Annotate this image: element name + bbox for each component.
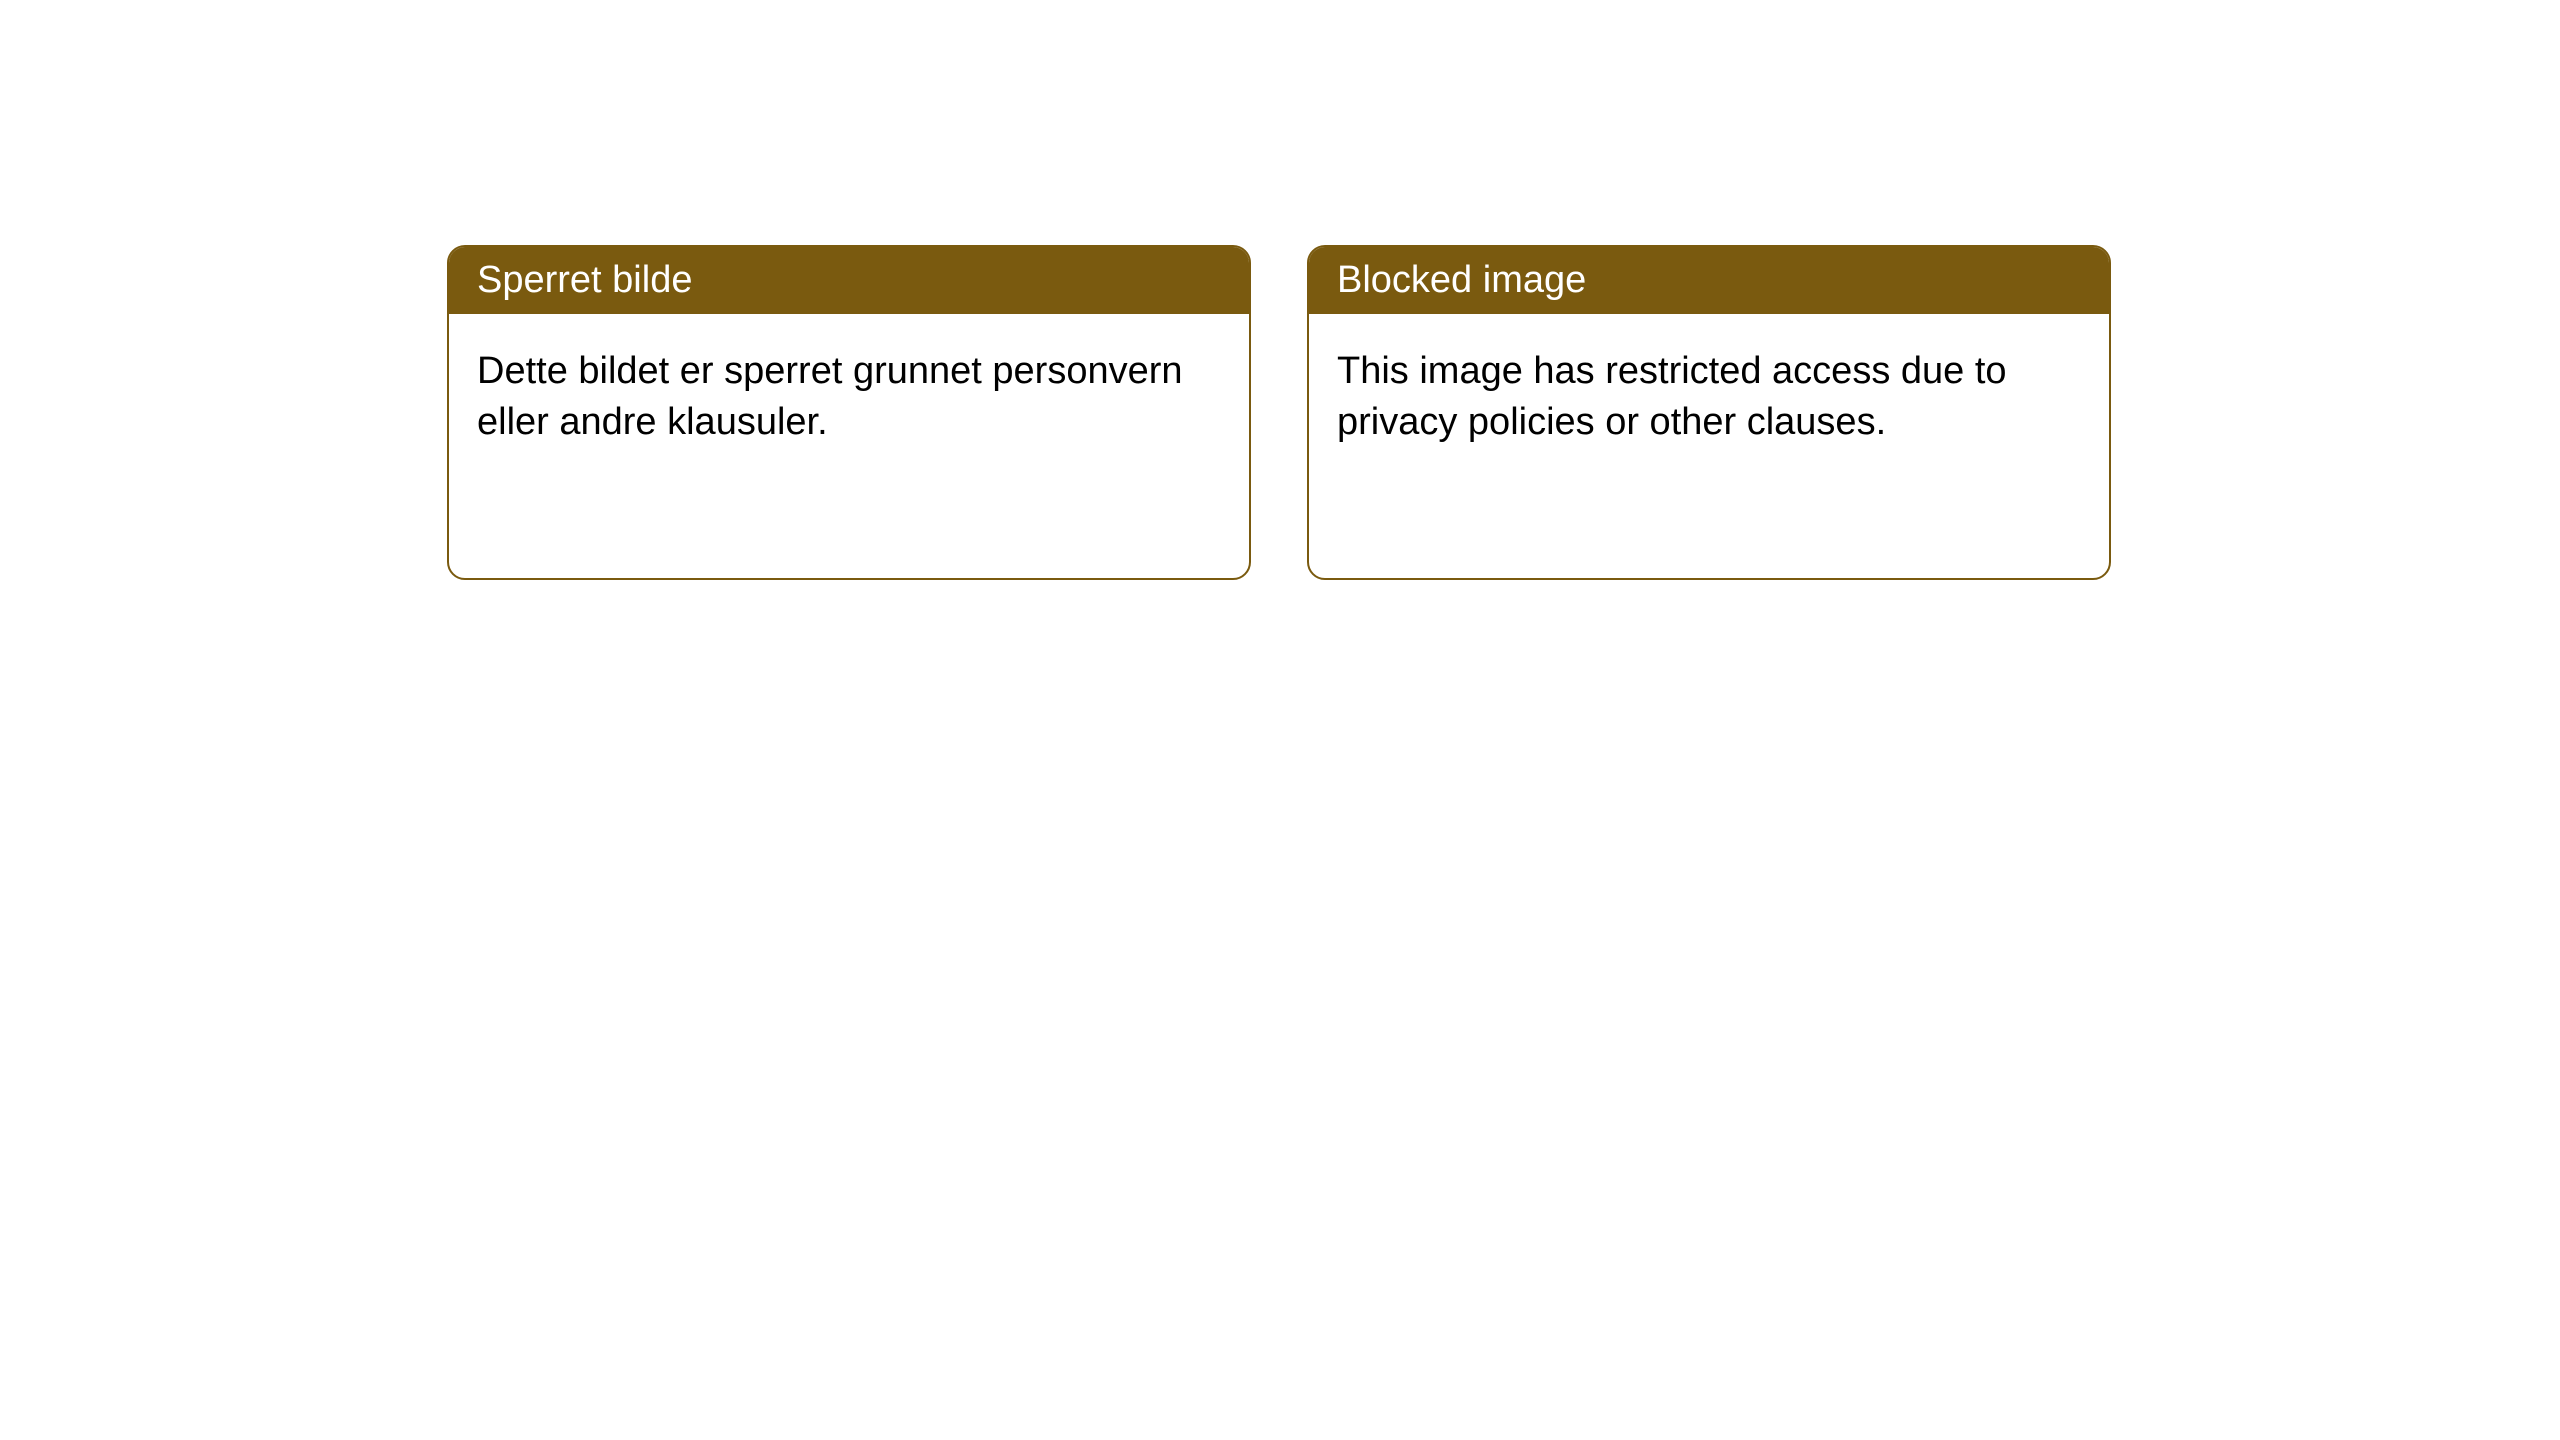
notice-card-title: Sperret bilde bbox=[449, 247, 1249, 314]
notice-card-body: This image has restricted access due to … bbox=[1309, 314, 2109, 481]
notice-card-body: Dette bildet er sperret grunnet personve… bbox=[449, 314, 1249, 481]
notice-cards-container: Sperret bilde Dette bildet er sperret gr… bbox=[447, 245, 2111, 580]
notice-card-english: Blocked image This image has restricted … bbox=[1307, 245, 2111, 580]
notice-card-title: Blocked image bbox=[1309, 247, 2109, 314]
notice-card-norwegian: Sperret bilde Dette bildet er sperret gr… bbox=[447, 245, 1251, 580]
